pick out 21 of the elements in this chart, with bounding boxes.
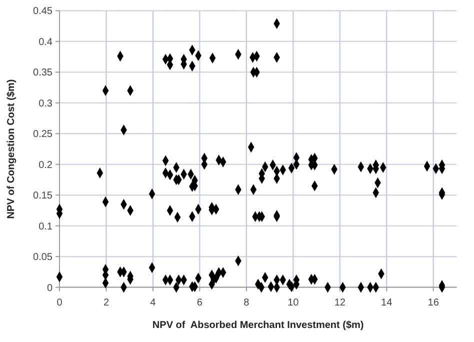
- x-tick-label: 14: [381, 297, 393, 308]
- x-tick-label: 4: [150, 297, 156, 308]
- y-tick-label: 0.15: [33, 190, 53, 202]
- y-tick-label: 0.3: [38, 98, 53, 110]
- y-tick-label: 0.25: [33, 129, 53, 140]
- x-tick-label: 2: [103, 297, 110, 308]
- x-tick-label: 8: [244, 297, 250, 308]
- y-tick-label: 0: [46, 282, 53, 294]
- y-axis-title: NPV of Congestion Cost ($m): [6, 79, 17, 219]
- x-axis-title: NPV of Absorbed Merchant Investment ($m): [152, 320, 364, 331]
- y-tick-label: 0.35: [33, 68, 53, 79]
- y-tick-label: 0.05: [33, 252, 53, 264]
- x-tick-label: 16: [428, 297, 440, 308]
- y-tick-label: 0.45: [33, 6, 53, 18]
- x-tick-label: 6: [196, 297, 203, 308]
- x-tick-label: 10: [288, 297, 300, 308]
- y-tick-label: 0.4: [38, 36, 53, 48]
- y-tick-label: 0.1: [38, 221, 53, 232]
- x-tick-label: 12: [334, 297, 346, 308]
- x-tick-label: 0: [56, 297, 63, 308]
- y-tick-label: 0.2: [38, 160, 53, 171]
